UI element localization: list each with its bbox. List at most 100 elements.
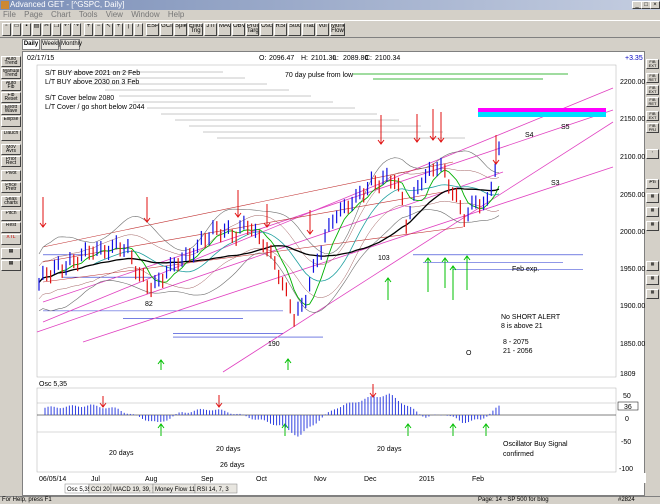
print-icon[interactable]: ▤ bbox=[32, 23, 41, 36]
toolbar-rsi[interactable]: RSI bbox=[274, 23, 287, 36]
close-button[interactable]: × bbox=[650, 1, 660, 9]
tool-grid-icon-r6[interactable]: ▦ bbox=[646, 289, 659, 299]
tab-weekly[interactable]: Weekly bbox=[41, 39, 62, 50]
tool-xtl[interactable]: XTL bbox=[1, 234, 21, 245]
menu-bar: File Page Chart Tools View Window Help bbox=[0, 10, 660, 20]
menu-view[interactable]: View bbox=[105, 10, 123, 19]
toolbar-vol[interactable]: Vol bbox=[316, 23, 329, 36]
label-82: 82 bbox=[145, 301, 153, 308]
status-id: #2824 bbox=[618, 497, 635, 503]
note-ma21: 21 - 2056 bbox=[503, 348, 533, 355]
tab-daily[interactable]: Daily bbox=[22, 39, 40, 50]
tool-auto-fib[interactable]: Auto Fib bbox=[1, 80, 21, 91]
tool-elliott-wave[interactable]: Elliott Wave bbox=[1, 104, 21, 115]
menu-page[interactable]: Page bbox=[24, 10, 43, 19]
red-signal-arrow-head bbox=[306, 229, 314, 235]
cut-icon[interactable]: ✂ bbox=[42, 23, 51, 36]
tool-grid-icon-r4[interactable]: ▦ bbox=[646, 261, 659, 271]
toolbar-spike[interactable]: Spike bbox=[174, 23, 187, 36]
tab-monthly[interactable]: Monthly bbox=[60, 39, 82, 50]
cursor-icon[interactable]: ↖ bbox=[104, 23, 113, 36]
ma-mid bbox=[38, 184, 500, 283]
tool-prior-rect[interactable]: Prior Rect bbox=[1, 156, 21, 167]
tool-fib-reset[interactable]: Fib Reset bbox=[1, 92, 21, 103]
tool-fib-ext-3[interactable]: FIB EXT bbox=[646, 111, 659, 121]
tool-grid-icon-r5[interactable]: ▦ bbox=[646, 275, 659, 285]
zoom-out-icon[interactable]: − bbox=[94, 23, 103, 36]
menu-help[interactable]: Help bbox=[167, 10, 185, 19]
menu-chart[interactable]: Chart bbox=[51, 10, 71, 19]
tool-grid-icon-r1[interactable]: ▦ bbox=[646, 193, 659, 203]
tool-fib-ret-2[interactable]: FIB RET bbox=[646, 97, 659, 107]
toolbar-trade[interactable]: Trade bbox=[302, 23, 315, 36]
menu-tools[interactable]: Tools bbox=[78, 10, 98, 19]
tool-fib-ret-1[interactable]: FIB RET bbox=[646, 73, 659, 83]
oscillator-histogram bbox=[37, 393, 616, 437]
open-icon[interactable]: ▭ bbox=[12, 23, 21, 36]
new-icon[interactable]: ▫ bbox=[2, 23, 11, 36]
tool-mov-avrs[interactable]: Mov Avrs bbox=[1, 144, 21, 155]
tab-osc[interactable]: Osc 5,35 bbox=[67, 487, 92, 493]
tool-square-icon[interactable]: ▫ bbox=[646, 149, 659, 159]
tool-grid-icon[interactable]: ▦ bbox=[1, 248, 21, 259]
tool-pivot[interactable]: Pivot bbox=[1, 170, 21, 181]
zoom-in-icon[interactable]: + bbox=[84, 23, 93, 36]
tool-grid2-icon[interactable]: ▦ bbox=[1, 260, 21, 271]
tool-auto-trend[interactable]: Auto Trend bbox=[1, 56, 21, 67]
date-sep: Sep bbox=[201, 476, 214, 483]
toolbar-elliott-trig[interactable]: Elliott Trig bbox=[188, 23, 203, 36]
tool-fib-ext-1[interactable]: FIB EXT bbox=[646, 59, 659, 69]
tool-price-pretr[interactable]: Price Pretr bbox=[1, 182, 21, 193]
tab-macd[interactable]: MACD 19, 39, 9 bbox=[113, 487, 156, 493]
toolbar-osc[interactable]: Osc bbox=[260, 23, 273, 36]
crosshair-icon[interactable]: + bbox=[114, 23, 123, 36]
tool-fib-ext-2[interactable]: FIB EXT bbox=[646, 85, 659, 95]
menu-file[interactable]: File bbox=[3, 10, 16, 19]
price-tick-1950: 1950.00 bbox=[620, 266, 645, 273]
toolbar-espl[interactable]: ESPL bbox=[146, 23, 159, 36]
osc-green-arrow-head bbox=[281, 423, 289, 429]
app-icon bbox=[1, 1, 9, 9]
copy-icon[interactable]: ❐ bbox=[52, 23, 61, 36]
lower-band-inner bbox=[38, 200, 500, 300]
osc-current-box bbox=[617, 401, 639, 411]
line-icon[interactable]: / bbox=[134, 23, 143, 36]
header-change: +3.35 bbox=[625, 55, 643, 62]
tab-rsi[interactable]: RSI 14, 7, 3 bbox=[197, 487, 229, 493]
osc-tick-neg50: -50 bbox=[621, 439, 631, 446]
date-nov: Nov bbox=[314, 476, 327, 483]
toolbar-stock[interactable]: Stock bbox=[288, 23, 301, 36]
toolbar-jti[interactable]: JTI bbox=[204, 23, 217, 36]
chart-pane[interactable]: 02/17/15 O: 2096.47 H: 2101.30 L: 2089.8… bbox=[22, 51, 646, 497]
toolbar-macd[interactable]: MACD bbox=[218, 23, 231, 36]
tool-ellipse[interactable]: Ellipse bbox=[1, 116, 21, 127]
tool-pti[interactable]: PTI bbox=[646, 179, 659, 189]
toolbar-prof-targ[interactable]: Prof Targ bbox=[246, 23, 259, 36]
tool-grid-icon-r3[interactable]: ▦ bbox=[646, 221, 659, 231]
tool-pitch[interactable]: Pitch bbox=[1, 210, 21, 221]
toolbar-gci[interactable]: GCI bbox=[160, 23, 173, 36]
price-tick-2050: 2050.00 bbox=[620, 192, 645, 199]
toolbar-money-flow[interactable]: Money Flow bbox=[330, 23, 345, 36]
save-icon[interactable]: ▪ bbox=[22, 23, 31, 36]
price-tick-2150: 2150.00 bbox=[620, 116, 645, 123]
chart-svg[interactable]: 02/17/15 O: 2096.47 H: 2101.30 L: 2089.8… bbox=[23, 52, 646, 497]
tab-cci[interactable]: CCI 20 bbox=[91, 487, 110, 493]
tool-grid-icon-r2[interactable]: ▦ bbox=[646, 207, 659, 217]
tab-money-flow[interactable]: Money Flow 11 bbox=[155, 487, 196, 493]
menu-window[interactable]: Window bbox=[131, 10, 160, 19]
tool-fib-prj[interactable]: FIB PRJ bbox=[646, 123, 659, 133]
bar-icon[interactable]: | bbox=[124, 23, 133, 36]
tool-dauch[interactable]: Dauch bbox=[1, 130, 21, 141]
tab-rsi-bg[interactable] bbox=[194, 483, 238, 494]
red-trend-line bbox=[42, 226, 464, 283]
undo-icon[interactable]: ↶ bbox=[62, 23, 71, 36]
tool-rest[interactable]: Rest bbox=[1, 222, 21, 233]
tool-manual-trend[interactable]: Manual Trend bbox=[1, 68, 21, 79]
osc-red-arrow-head bbox=[369, 392, 377, 398]
redo-icon[interactable]: ↷ bbox=[72, 23, 81, 36]
tool-seas-charts[interactable]: Seas charts bbox=[1, 196, 21, 207]
osc-tick-neg100: -100 bbox=[619, 466, 633, 473]
moving-averages bbox=[38, 169, 500, 306]
toolbar-obv[interactable]: OBV bbox=[232, 23, 245, 36]
